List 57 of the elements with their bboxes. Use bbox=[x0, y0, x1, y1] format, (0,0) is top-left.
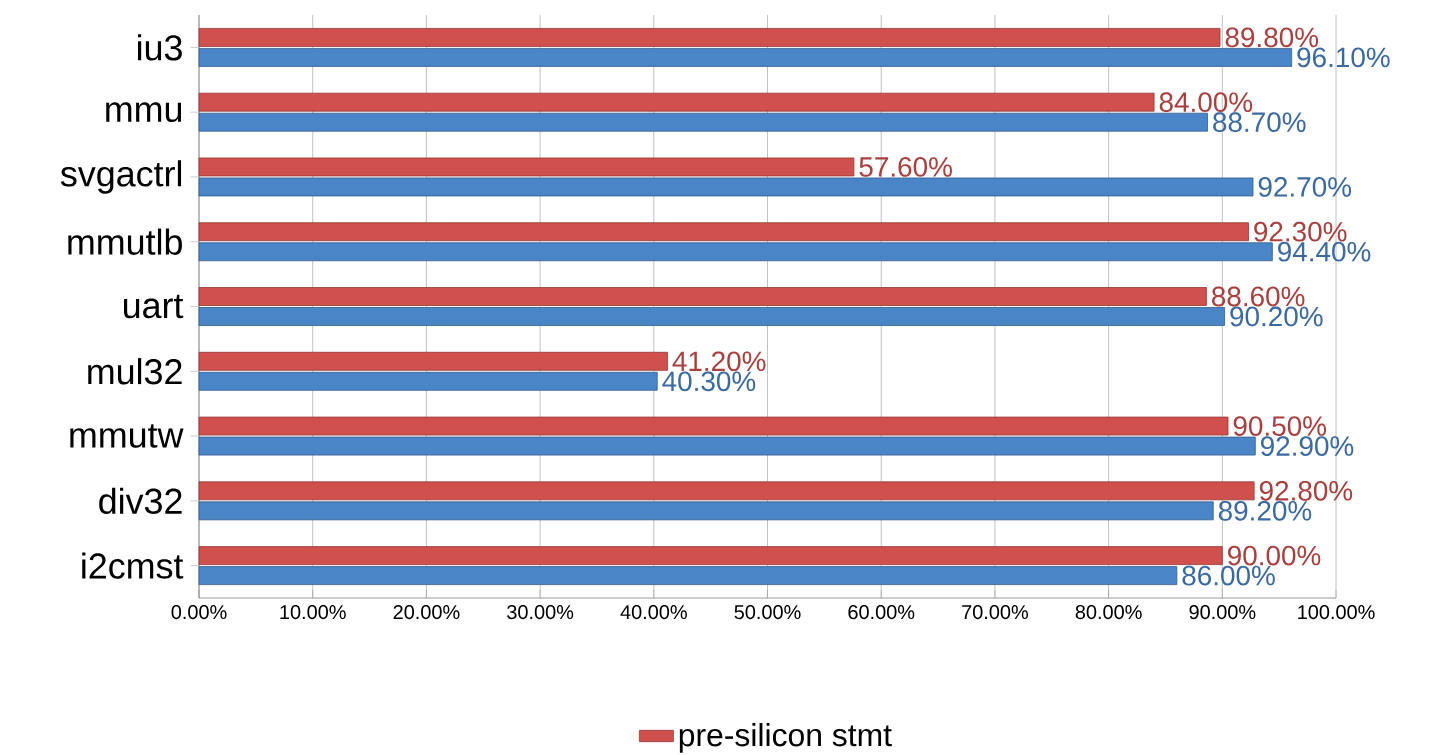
data-label: 94.40% bbox=[1278, 241, 1371, 262]
data-label: 92.80% bbox=[1259, 480, 1353, 501]
bar bbox=[198, 112, 1208, 132]
bar bbox=[198, 92, 1155, 112]
bar bbox=[198, 48, 1293, 67]
y-tick-label: uart bbox=[124, 294, 184, 319]
bar bbox=[198, 177, 1254, 197]
data-label: 92.70% bbox=[1258, 177, 1352, 197]
data-label: 90.20% bbox=[1230, 306, 1323, 327]
data-label: 88.70% bbox=[1213, 112, 1306, 133]
data-label: 88.60% bbox=[1212, 286, 1305, 307]
bar bbox=[198, 501, 1214, 521]
y-tick-label: mmu bbox=[106, 102, 182, 122]
bar bbox=[198, 242, 1273, 262]
bar bbox=[198, 416, 1229, 436]
data-label: 96.10% bbox=[1297, 47, 1390, 68]
data-label: 89.20% bbox=[1218, 500, 1312, 521]
x-tick-label: 70.00% bbox=[962, 605, 1029, 620]
data-label: 92.30% bbox=[1254, 221, 1347, 242]
x-tick-label: 50.00% bbox=[734, 605, 801, 620]
bar bbox=[198, 222, 1249, 242]
x-tick-label: 0.00% bbox=[171, 605, 227, 620]
y-tick-label: div32 bbox=[99, 487, 182, 514]
legend-label: pre-silicon stmt bbox=[679, 722, 892, 753]
data-label: 90.00% bbox=[1228, 545, 1321, 566]
x-tick-label: 40.00% bbox=[620, 605, 687, 620]
x-tick-label: 60.00% bbox=[848, 605, 915, 620]
x-tick-label: 10.00% bbox=[280, 605, 346, 620]
bar bbox=[198, 351, 668, 371]
x-tick-label: 80.00% bbox=[1075, 605, 1142, 620]
data-label: 89.80% bbox=[1225, 27, 1319, 48]
x-tick-label: 90.00% bbox=[1189, 605, 1256, 620]
bar bbox=[198, 371, 658, 391]
x-tick-label: 20.00% bbox=[393, 605, 460, 620]
bar bbox=[198, 28, 1221, 47]
bar bbox=[198, 157, 855, 177]
data-label: 40.30% bbox=[662, 371, 756, 392]
data-label: 57.60% bbox=[859, 157, 952, 177]
y-tick-label: i2cmst bbox=[82, 552, 184, 579]
bar bbox=[198, 546, 1223, 566]
data-label: 90.50% bbox=[1233, 416, 1326, 436]
y-tick-label: mul32 bbox=[88, 358, 182, 385]
bar bbox=[198, 481, 1255, 501]
data-label: 92.90% bbox=[1261, 436, 1354, 456]
x-tick-label: 100.00% bbox=[1298, 605, 1375, 620]
y-tick-label: mmutw bbox=[70, 424, 184, 448]
data-label: 84.00% bbox=[1159, 92, 1253, 113]
y-tick-label: svgactrl bbox=[60, 160, 182, 194]
bar bbox=[198, 566, 1178, 586]
bar bbox=[198, 287, 1207, 306]
bar bbox=[198, 436, 1256, 456]
data-label: 86.00% bbox=[1182, 565, 1275, 586]
y-tick-label: iu3 bbox=[138, 34, 182, 61]
x-tick-label: 30.00% bbox=[507, 605, 574, 620]
y-tick-label: mmutlb bbox=[68, 228, 182, 255]
data-label: 41.20% bbox=[672, 351, 766, 372]
bar bbox=[198, 307, 1225, 326]
